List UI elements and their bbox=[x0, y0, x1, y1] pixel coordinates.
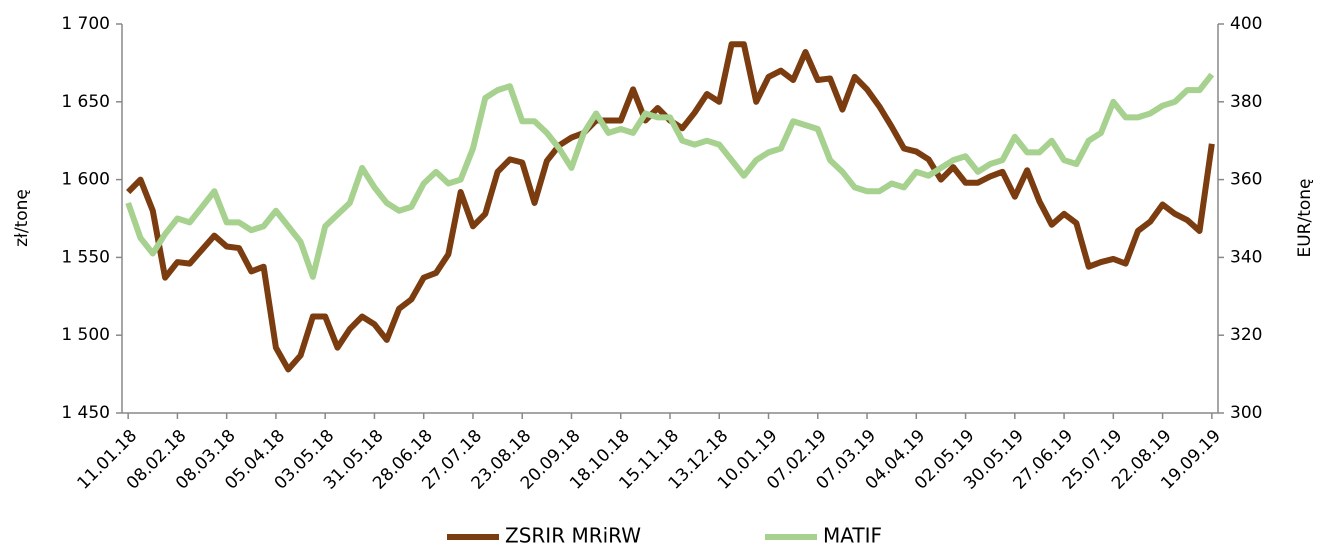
y2-tick-label: 300 bbox=[1230, 403, 1262, 423]
y2-tick-label: 320 bbox=[1230, 325, 1262, 345]
y-tick-label: 1 700 bbox=[61, 14, 110, 34]
y-tick-label: 1 500 bbox=[61, 325, 110, 345]
y2-axis-title: EUR/tonę bbox=[1295, 178, 1315, 257]
legend-label: MATIF bbox=[823, 524, 882, 548]
y-tick-label: 1 450 bbox=[61, 403, 110, 423]
y-axis-title: zł/tonę bbox=[12, 189, 32, 247]
series-line bbox=[125, 72, 1215, 280]
y-tick-label: 1 550 bbox=[61, 247, 110, 267]
y-tick-label: 1 650 bbox=[61, 92, 110, 112]
y2-tick-label: 340 bbox=[1230, 247, 1262, 267]
y2-tick-label: 360 bbox=[1230, 170, 1262, 190]
y2-tick-label: 400 bbox=[1230, 14, 1262, 34]
legend-label: ZSRIR MRiRW bbox=[505, 524, 641, 548]
series-line bbox=[126, 41, 1215, 373]
y-tick-label: 1 600 bbox=[61, 170, 110, 190]
y2-tick-label: 380 bbox=[1230, 92, 1262, 112]
